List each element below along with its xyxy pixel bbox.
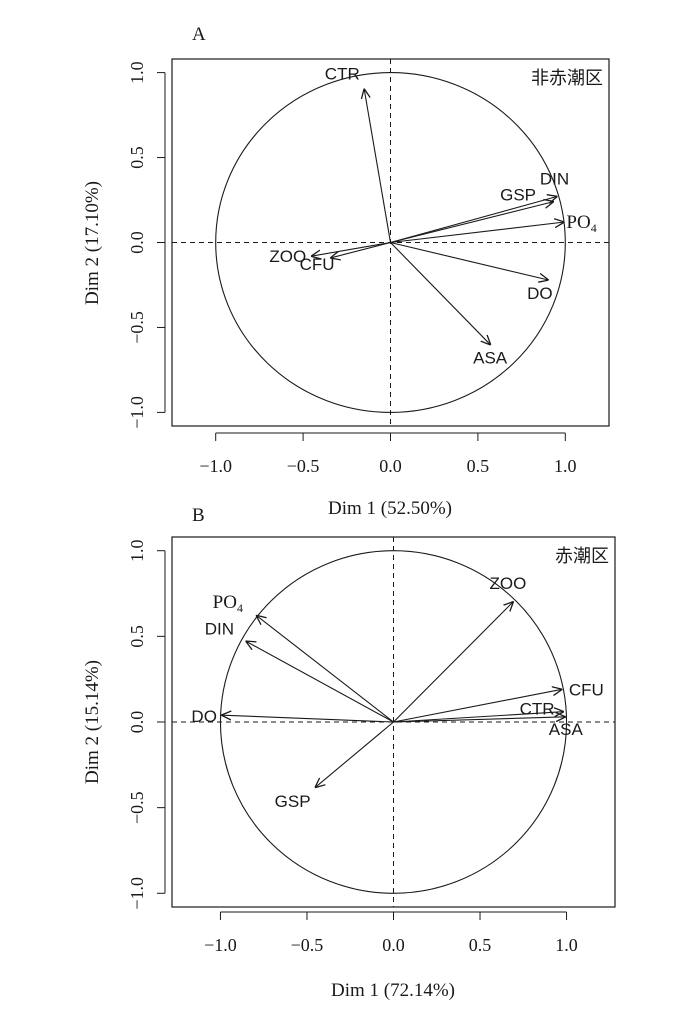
y-tick-label: −1.0: [127, 396, 147, 429]
panel-a: A 非赤潮区 Dim 1 (52.50%) Dim 2 (17.10%) −1.…: [82, 24, 610, 519]
vector-arrow: [222, 715, 394, 723]
y-tick-label: −0.5: [127, 311, 147, 344]
vector-label: ZOO: [269, 247, 306, 266]
y-tick-label: 1.0: [127, 61, 147, 84]
x-tick-label: 1.0: [554, 456, 577, 476]
y-tick-label: 0.5: [127, 625, 147, 648]
vector-label: DO: [527, 284, 553, 303]
vector-label: DIN: [540, 170, 569, 189]
vector-arrow: [390, 222, 564, 244]
dynamic-marks: −1.0 −0.5 0.0 0.5 1.0 −1.0 −0.5 0.0 0.5 1.0 ZOO PO4…: [127, 537, 615, 955]
vector-arrow: [246, 641, 394, 723]
x-tick-label: 0.5: [467, 456, 490, 476]
y-tick-label: 1.0: [127, 539, 147, 562]
vector-arrow: [364, 90, 392, 243]
vector-label: CFU: [569, 680, 604, 699]
vector-arrow: [390, 202, 554, 244]
panel-label: B: [192, 505, 205, 526]
region-label: 赤潮区: [555, 546, 609, 566]
vector-arrow: [331, 241, 391, 258]
vector-arrow: [393, 602, 513, 723]
y-tick-label: 0.0: [127, 231, 147, 254]
vector-arrow: [390, 242, 491, 345]
y-tick-label: 0.0: [127, 711, 147, 734]
vector-label: CTR: [520, 700, 555, 719]
y-tick-label: −1.0: [127, 877, 147, 910]
y-axis-label: Dim 2 (15.14%): [82, 660, 103, 784]
x-tick-label: 1.0: [555, 935, 578, 955]
x-tick-label: 0.5: [469, 935, 492, 955]
panel-b: B 赤潮区 Dim 1 (72.14%) Dim 2 (15.14%) −1.0…: [82, 505, 616, 1001]
vector-label: ASA: [549, 720, 584, 739]
vector-arrow: [316, 721, 394, 787]
y-tick-label: −0.5: [127, 791, 147, 824]
x-tick-label: 0.0: [382, 935, 405, 955]
x-tick-label: −0.5: [291, 935, 324, 955]
vector-label: DO: [191, 707, 217, 726]
vector-arrow: [393, 717, 565, 723]
vector-label: ZOO: [489, 574, 526, 593]
vector-label: GSP: [500, 186, 536, 205]
region-label: 非赤潮区: [531, 68, 603, 88]
x-axis-label: Dim 1 (72.14%): [331, 980, 455, 1001]
x-tick-label: −0.5: [287, 456, 320, 476]
vector-label: DIN: [205, 619, 234, 638]
vector-arrow: [393, 689, 562, 723]
vector-label: PO4: [213, 592, 243, 615]
vector-label: CFU: [300, 255, 335, 274]
y-tick-label: 0.5: [127, 146, 147, 169]
y-axis-label: Dim 2 (17.10%): [82, 181, 103, 305]
vector-label: PO4: [566, 212, 596, 235]
vector-arrow: [393, 712, 564, 723]
vector-arrow: [390, 197, 557, 244]
vector-label: GSP: [275, 792, 311, 811]
vector-label: ASA: [473, 348, 508, 367]
panel-label: A: [192, 24, 206, 45]
vector-arrow: [390, 241, 548, 280]
vector-arrow: [312, 241, 391, 257]
vector-label: CTR: [325, 65, 360, 84]
x-axis-label: Dim 1 (52.50%): [328, 498, 452, 519]
x-tick-label: 0.0: [379, 456, 402, 476]
vector-arrow: [257, 616, 394, 723]
dynamic-marks: −1.0 −0.5 0.0 0.5 1.0 −1.0 −0.5 0.0 0.5 1.0 CTR DIN…: [127, 59, 609, 476]
x-tick-label: −1.0: [204, 935, 237, 955]
x-tick-label: −1.0: [199, 456, 232, 476]
